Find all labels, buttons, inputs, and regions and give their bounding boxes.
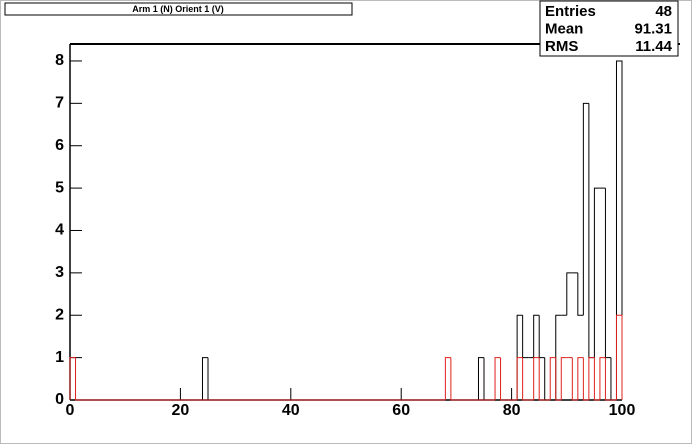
title-box (4, 2, 353, 16)
histogram-bin (604, 357, 611, 401)
y-tick-label: 6 (55, 137, 64, 154)
y-tick-label: 5 (55, 179, 64, 196)
chart-title: Arm 1 (N) Orient 1 (V) (132, 4, 224, 14)
histogram-bin (615, 314, 623, 400)
y-tick-label: 1 (55, 349, 64, 366)
y-tick-label: 7 (55, 95, 64, 112)
stats: Entries 48 Mean 91.31 RMS 11.44 (545, 3, 673, 55)
histogram-bin (444, 357, 451, 400)
histogram-bin (201, 357, 208, 400)
histogram-bin (450, 357, 457, 401)
histogram-bin (533, 314, 540, 358)
histogram-bin (582, 357, 589, 401)
histogram-bin (549, 357, 556, 400)
y-tick-label: 0 (55, 391, 64, 408)
stat-value: 11.44 (635, 38, 672, 55)
histogram-bin (615, 60, 623, 400)
histogram-bin (577, 357, 584, 400)
histogram-bin (533, 357, 540, 400)
stats-box (539, 0, 679, 57)
histogram-bin (560, 357, 567, 400)
y-tick-label: 8 (55, 52, 64, 69)
histogram-bin (522, 357, 529, 401)
histogram-bin (593, 357, 600, 401)
y-tick-label: 2 (55, 306, 64, 323)
histogram-bin (571, 357, 578, 401)
stat-label: RMS (545, 38, 578, 55)
histogram-bin (75, 357, 82, 401)
histogram-bin (555, 357, 562, 401)
stat-label: Mean (545, 20, 583, 37)
x-tick-label: 20 (172, 402, 190, 419)
histogram-bin (582, 102, 589, 316)
histogram-bin (566, 272, 573, 316)
y-tick-label: 3 (55, 264, 64, 281)
stat-value: 48 (655, 3, 672, 20)
x-tick-label: 80 (503, 402, 521, 419)
x-tick-label: 0 (66, 402, 75, 419)
histogram-bin (500, 357, 507, 401)
stat-label: Entries (545, 3, 596, 20)
x-tick-label: 60 (392, 402, 410, 419)
histogram-bin (69, 357, 76, 400)
stat-value: 91.31 (634, 20, 672, 37)
histogram-bin (588, 357, 595, 400)
y-tick-label: 4 (55, 222, 64, 239)
histogram-bin (593, 187, 600, 358)
histogram-bin (577, 272, 584, 316)
histogram-bin (494, 357, 501, 400)
histogram-bin (599, 357, 606, 400)
x-tick-label: 100 (609, 402, 636, 419)
histogram-bin (516, 357, 523, 400)
histogram-bin (477, 357, 484, 400)
histogram-bin (538, 357, 545, 401)
x-tick-label: 40 (282, 402, 300, 419)
